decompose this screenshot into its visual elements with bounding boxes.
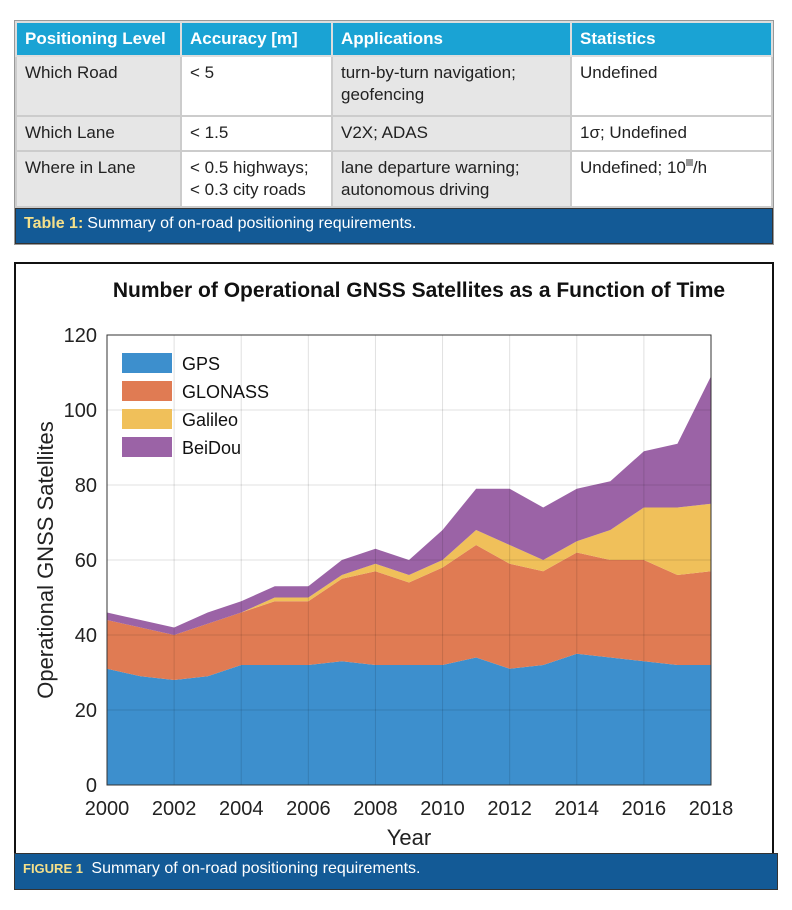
header-applications: Applications	[331, 21, 572, 57]
y-tick-label: 120	[64, 325, 97, 347]
area-galileo	[107, 503, 711, 635]
caption-text: Summary of on-road positioning requireme…	[91, 860, 421, 877]
area-beidou	[107, 376, 711, 635]
plot-border	[106, 334, 712, 786]
cell-level: Which Road	[15, 55, 182, 117]
y-tick-label: 80	[75, 475, 97, 497]
applications-line: lane departure warning;	[341, 158, 520, 177]
legend-label-beidou: BeiDou	[182, 438, 241, 458]
x-tick-label: 2002	[152, 798, 197, 820]
y-tick-label: 20	[75, 700, 97, 722]
x-tick-label: 2004	[219, 798, 264, 820]
legend-swatch-beidou	[122, 437, 172, 457]
statistics-suffix: /h	[692, 158, 708, 177]
applications-line: autonomous driving	[341, 180, 490, 199]
x-axis-label: Year	[387, 825, 431, 850]
x-tick-label: 2016	[622, 798, 667, 820]
area-gps	[107, 653, 711, 785]
chart-title: Number of Operational GNSS Satellites as…	[113, 279, 725, 302]
table-header-row: Positioning Level Accuracy [m] Applicati…	[15, 21, 773, 57]
figure-frame: 2000 2002 2004 2006 2008 2010 2012 2014 2016 2018…	[14, 262, 774, 856]
legend-swatch-gps	[122, 353, 172, 373]
x-tick-label: 2010	[420, 798, 465, 820]
x-tick-label: 2014	[555, 798, 600, 820]
accuracy-line: < 0.5 highways;	[190, 158, 309, 177]
cell-statistics: Undefined; 10/h	[570, 150, 773, 208]
legend-label-glonass: GLONASS	[182, 382, 269, 402]
y-tick-label: 0	[86, 775, 97, 797]
cell-accuracy: < 0.5 highways; < 0.3 city roads	[180, 150, 333, 208]
cell-accuracy: < 1.5	[180, 115, 333, 152]
table-row: Where in Lane < 0.5 highways; < 0.3 city …	[15, 150, 773, 208]
y-tick-label: 60	[75, 550, 97, 572]
legend-swatch-glonass	[122, 381, 172, 401]
x-tick-label: 2008	[353, 798, 398, 820]
caption-label: FIGURE 1	[23, 861, 83, 876]
cell-accuracy: < 5	[180, 55, 333, 117]
cell-level: Where in Lane	[15, 150, 182, 208]
y-tick-label: 40	[75, 625, 97, 647]
table-caption: Table 1: Summary of on-road positioning r…	[15, 208, 773, 244]
cell-statistics: Undefined	[570, 55, 773, 117]
accuracy-line: < 5	[190, 63, 215, 82]
exponent-placeholder	[685, 159, 693, 167]
accuracy-line: < 1.5	[190, 123, 229, 142]
requirements-table: Positioning Level Accuracy [m] Applicati…	[14, 20, 774, 245]
applications-line: geofencing	[341, 85, 425, 104]
accuracy-line: < 0.3 city roads	[190, 180, 306, 199]
x-tick-label: 2012	[487, 798, 532, 820]
y-tick-label: 100	[64, 400, 97, 422]
header-accuracy: Accuracy [m]	[180, 21, 333, 57]
x-tick-label: 2018	[689, 798, 734, 820]
x-tick-label: 2000	[85, 798, 130, 820]
caption-text: Summary of on-road positioning requireme…	[87, 215, 417, 232]
applications-line: turn-by-turn navigation;	[341, 63, 516, 82]
caption-label: Table 1:	[24, 215, 84, 232]
cell-level: Which Lane	[15, 115, 182, 152]
legend-swatch-galileo	[122, 409, 172, 429]
table-row: Which Road < 5 turn-by-turn navigation; g…	[15, 55, 773, 117]
statistics-text: Undefined; 10	[580, 158, 686, 177]
legend-label-galileo: Galileo	[182, 410, 238, 430]
cell-applications: turn-by-turn navigation; geofencing	[331, 55, 572, 117]
cell-statistics: 1σ; Undefined	[570, 115, 773, 152]
cell-applications: V2X; ADAS	[331, 115, 572, 152]
table-row: Which Lane < 1.5 V2X; ADAS 1σ; Undefined	[15, 115, 773, 152]
applications-line: V2X; ADAS	[341, 123, 428, 142]
x-tick-label: 2006	[286, 798, 331, 820]
y-axis-label: Operational GNSS Satellites	[33, 421, 58, 699]
legend-label-gps: GPS	[182, 354, 220, 374]
gnss-chart: 2000 2002 2004 2006 2008 2010 2012 2014 2016 2018…	[33, 279, 734, 850]
header-positioning-level: Positioning Level	[15, 21, 182, 57]
header-statistics: Statistics	[570, 21, 773, 57]
area-glonass	[107, 545, 711, 680]
figure-caption: FIGURE 1 Summary of on-road positioning …	[14, 853, 778, 890]
cell-applications: lane departure warning; autonomous drivin…	[331, 150, 572, 208]
